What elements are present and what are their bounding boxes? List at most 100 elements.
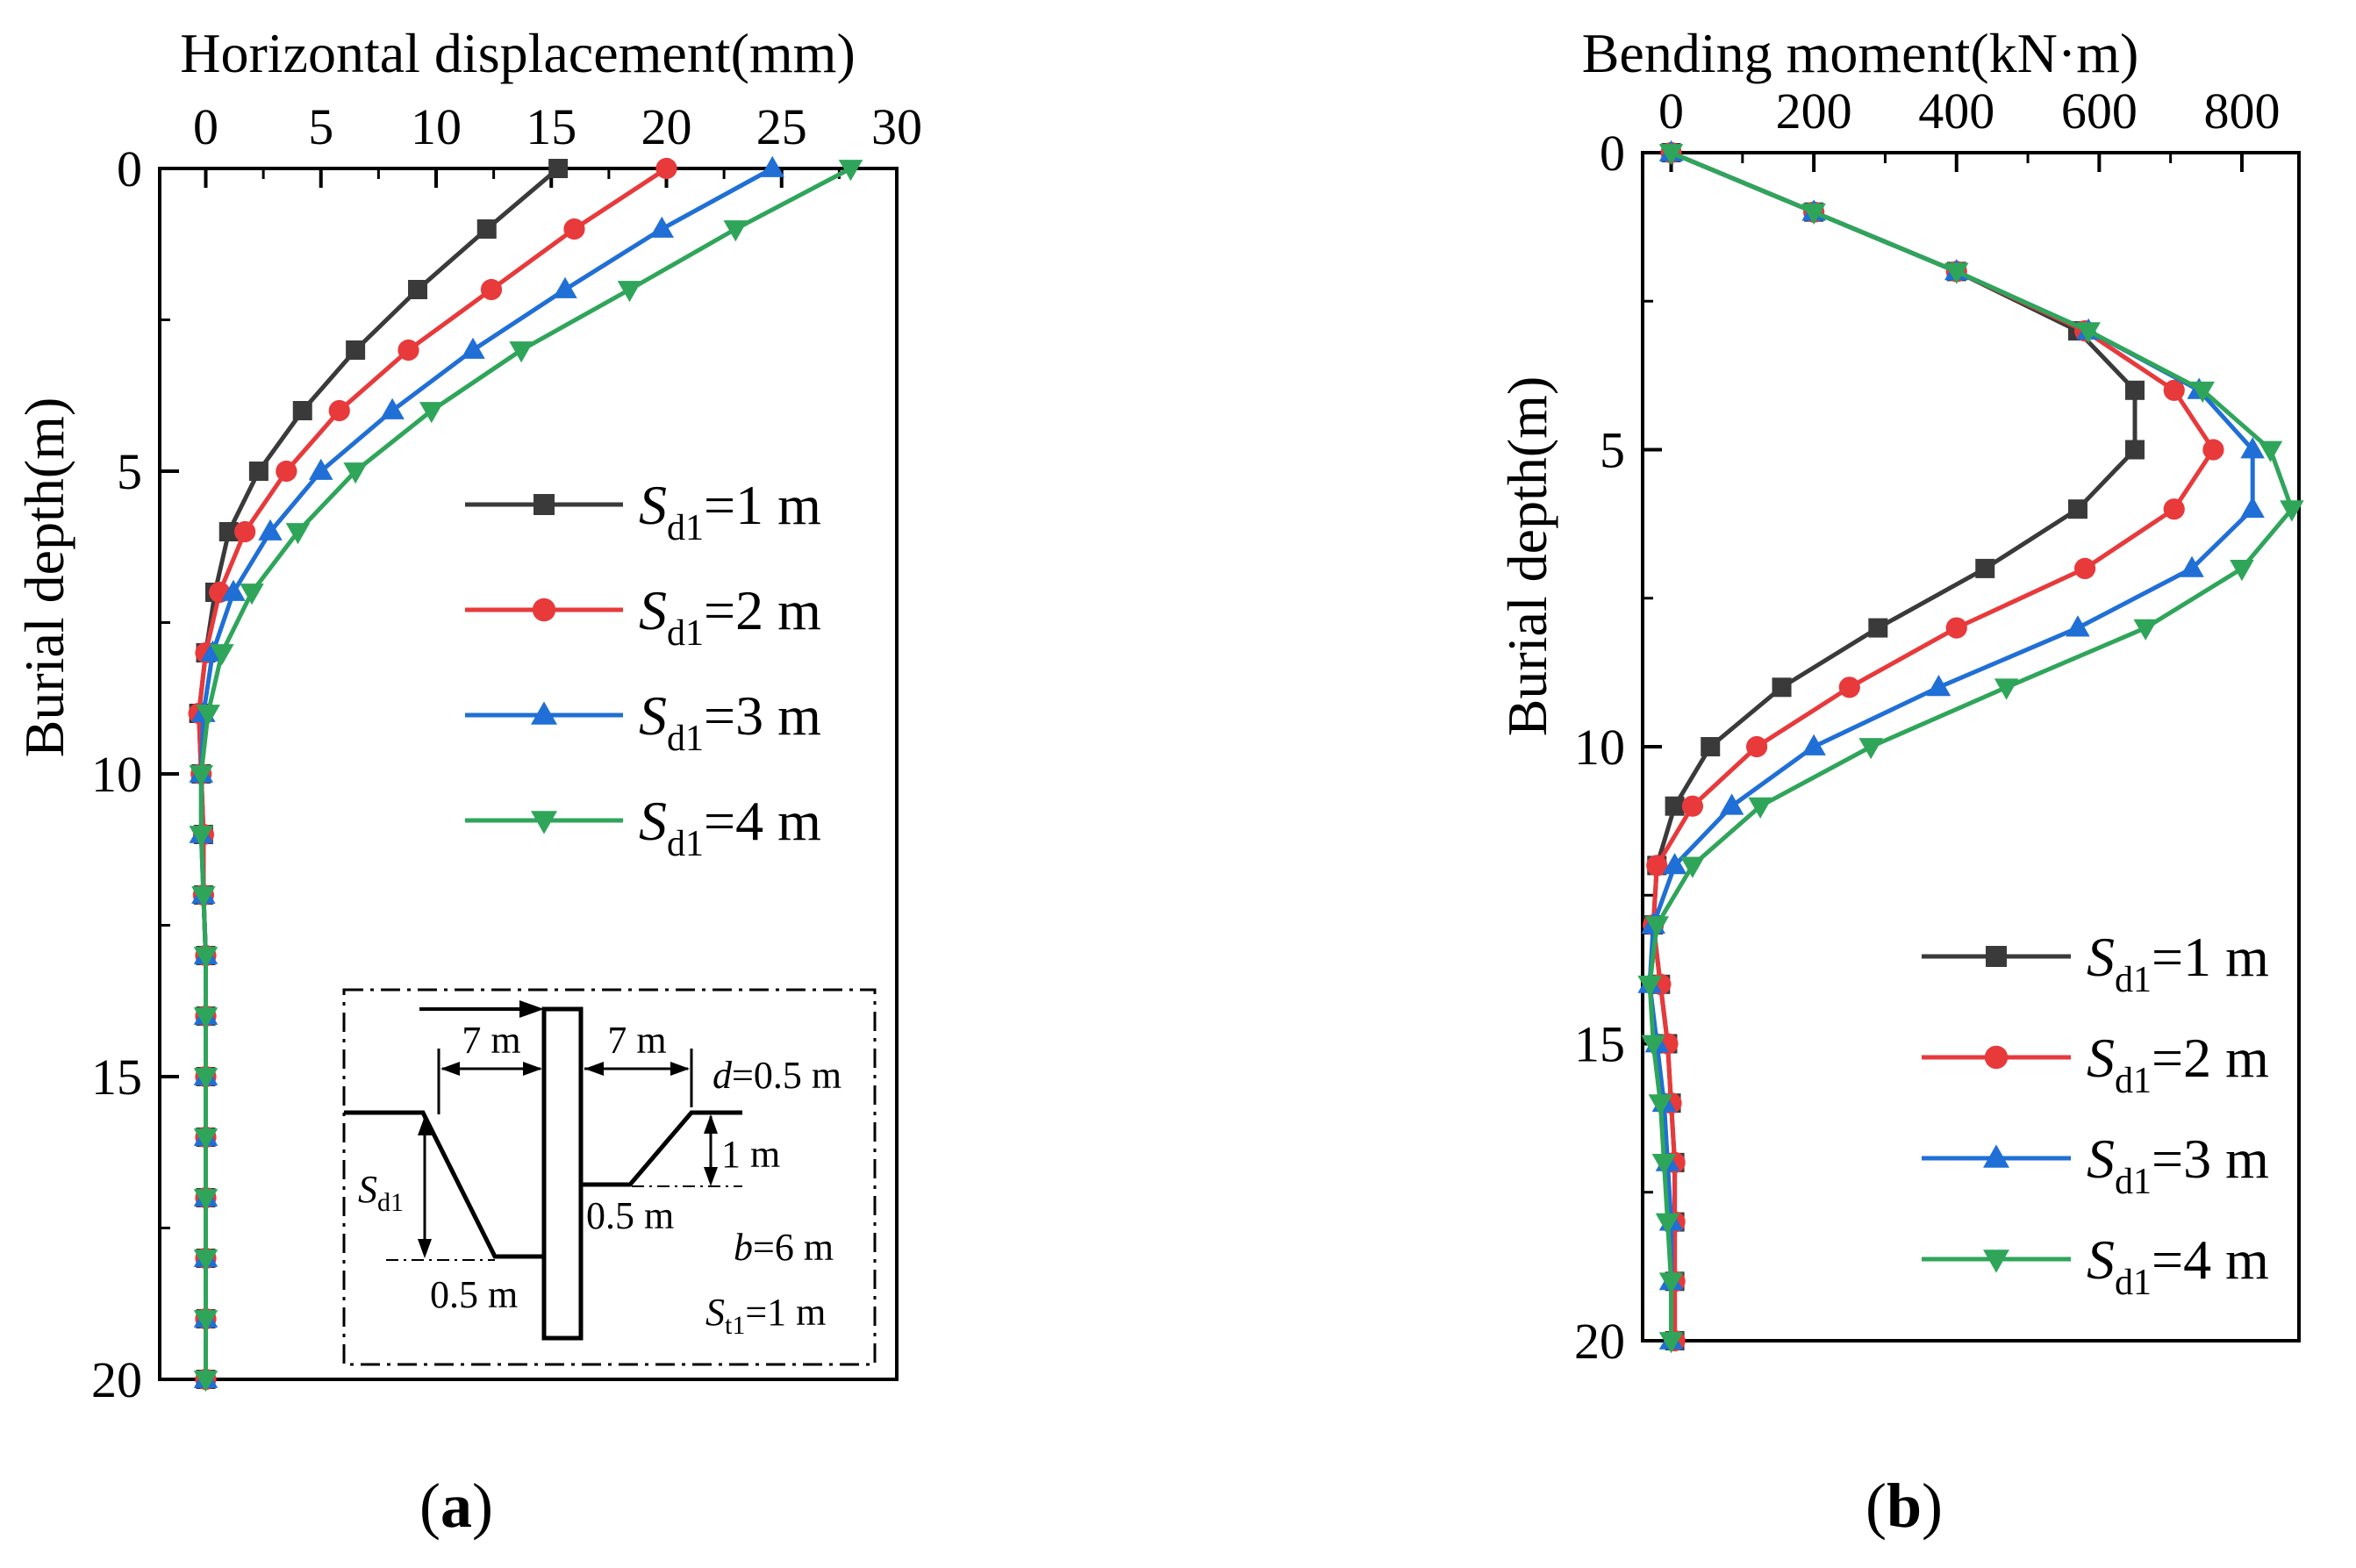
y-tick-label: 10: [91, 746, 142, 803]
data-point: [346, 340, 366, 360]
data-point: [196, 705, 220, 727]
data-point: [343, 462, 368, 484]
legend-marker-2: [532, 598, 556, 622]
data-point: [1944, 262, 1969, 284]
inset-pile: [541, 1006, 584, 1341]
data-point: [1975, 558, 1995, 578]
data-point: [1945, 617, 1967, 639]
data-point: [193, 1007, 218, 1029]
legend-marker-2: [1984, 1045, 2009, 1070]
data-point: [193, 1371, 218, 1393]
data-point: [1681, 795, 1704, 817]
y-tick-label: 5: [1600, 422, 1625, 479]
legend-label-1: Sd1=1 m: [2087, 926, 2269, 1000]
data-point: [617, 281, 642, 303]
y-tick-label: 15: [1574, 1016, 1625, 1073]
data-point: [1926, 675, 1951, 697]
data-point: [408, 280, 427, 299]
data-point: [1745, 735, 1768, 758]
data-point: [189, 826, 213, 848]
data-point: [234, 520, 256, 543]
legend-label-3: Sd1=3 m: [2087, 1128, 2269, 1202]
x-tick-label: 400: [1918, 82, 1994, 140]
x-tick-label: 5: [308, 98, 333, 155]
x-tick-label: 20: [641, 98, 692, 155]
data-point: [1719, 793, 1744, 815]
data-point: [2125, 380, 2145, 400]
data-point: [1648, 1094, 1673, 1116]
panel-a-inset-schematic: 7 m 7 m d=0.5 m 1 m Sd1 0.5 m 0.5 m: [342, 988, 877, 1366]
data-point: [1748, 797, 1772, 819]
data-point: [1701, 737, 1721, 756]
data-point: [1680, 856, 1705, 878]
series-line-1: [1651, 150, 2138, 1341]
x-tick-label: 25: [756, 98, 807, 155]
panel-a-caption: (a): [419, 1471, 493, 1541]
data-point: [1644, 916, 1670, 938]
x-tick-label: 30: [871, 98, 922, 155]
data-point: [723, 220, 748, 242]
data-point: [276, 460, 297, 483]
legend-label-4: Sd1=4 m: [639, 790, 821, 864]
panel-a: Horizontal displacement(mm) 0 5 10 15 20 25 30…: [13, 22, 922, 1541]
legend-label-3: Sd1=3 m: [639, 684, 821, 759]
data-point: [189, 765, 213, 787]
data-point: [476, 219, 497, 239]
data-point: [380, 397, 405, 419]
data-point: [480, 278, 503, 301]
data-point: [419, 402, 444, 424]
x-tick-label: 600: [2061, 82, 2138, 140]
y-tick-label: 15: [91, 1049, 142, 1106]
data-point: [193, 1128, 218, 1150]
data-point: [1838, 677, 1860, 698]
data-point: [1646, 855, 1668, 877]
panel-b: Bending moment(kN·m) 0 200 400 600 800 0 5 10 1…: [1496, 22, 2304, 1541]
legend-marker-1: [534, 494, 555, 515]
panel-b-legend: Sd1=1 m Sd1=2 m Sd1=3 m Sd1=4 m: [1922, 926, 2269, 1303]
data-point: [2076, 322, 2101, 344]
inset-arrowhead: [440, 1062, 460, 1076]
data-point: [1858, 738, 1883, 760]
inset-left-excavation: [344, 1110, 544, 1259]
inset-arrowhead: [584, 1062, 604, 1076]
data-point: [1658, 1332, 1684, 1354]
inset-right-excavation: [581, 1110, 742, 1187]
data-point: [1658, 144, 1684, 166]
data-point: [1665, 796, 1685, 816]
data-point: [210, 644, 234, 666]
x-tick-label: 15: [526, 98, 576, 155]
inset-arrowhead: [670, 1062, 690, 1076]
inset-arrowhead: [704, 1114, 718, 1134]
data-point: [1651, 1154, 1677, 1176]
legend-label-2: Sd1=2 m: [639, 579, 821, 654]
data-point: [1637, 975, 1662, 998]
inset-label-d: d=0.5 m: [713, 1054, 841, 1097]
data-point: [1662, 853, 1687, 875]
panel-b-series: [1637, 140, 2304, 1354]
x-tick-label: 800: [2203, 82, 2280, 140]
inset-frame: [342, 988, 877, 1366]
panel-b-x-axis-title: Bending moment(kN·m): [1582, 22, 2139, 84]
panel-b-caption: (b): [1865, 1471, 1943, 1541]
data-point: [2163, 379, 2185, 401]
data-point: [1868, 618, 1888, 638]
data-point: [248, 462, 269, 481]
panel-b-y-axis-title: Burial depth(m): [1496, 376, 1558, 737]
panel-b-y-tick-labels: 0 5 10 15 20: [1574, 125, 1625, 1370]
data-point: [285, 523, 311, 545]
inset-arrowhead: [523, 1062, 542, 1076]
y-tick-label: 0: [117, 140, 142, 197]
data-point: [1658, 1272, 1684, 1294]
data-point: [655, 157, 677, 180]
legend-marker-4: [1983, 1249, 2009, 1273]
data-point: [760, 155, 784, 177]
data-point: [1801, 734, 1826, 755]
panel-b-plot-frame: [1641, 151, 2301, 1342]
y-tick-label: 20: [1574, 1313, 1625, 1370]
inset-arrowhead: [418, 1116, 432, 1135]
data-point: [2240, 437, 2265, 459]
data-point: [2258, 440, 2283, 462]
inset-label-05m-left: 0.5 m: [430, 1273, 518, 1316]
data-point: [2202, 439, 2224, 461]
data-point: [193, 1310, 218, 1332]
